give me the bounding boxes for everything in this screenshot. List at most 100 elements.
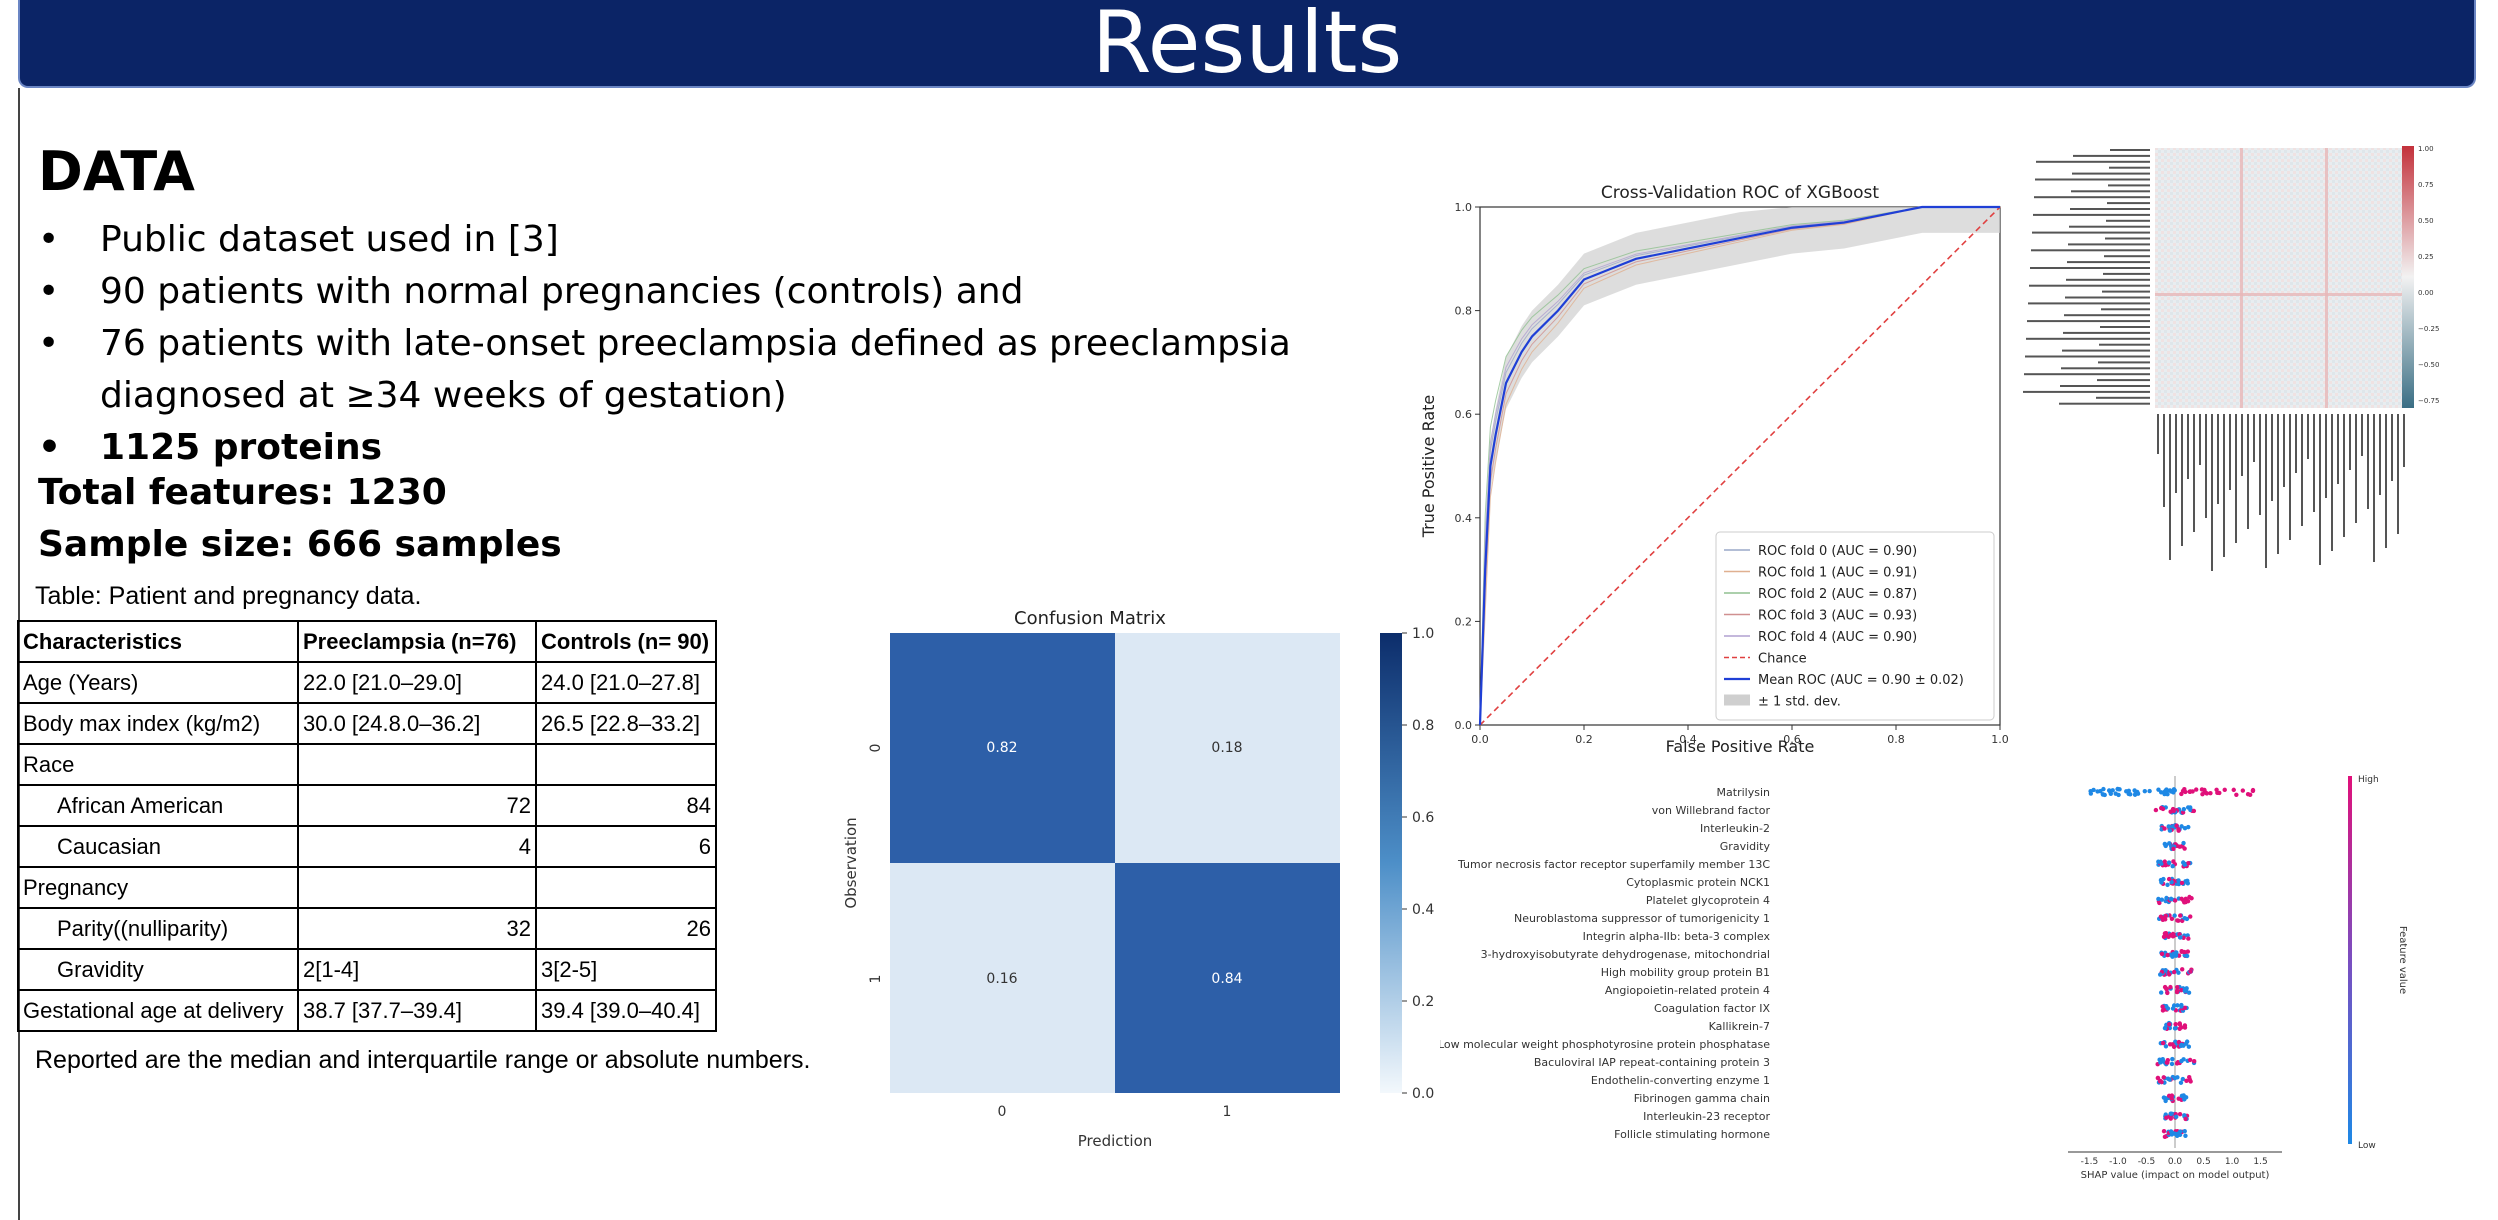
roc-legend-swatch <box>1724 694 1750 706</box>
shap-feature-label: Platelet glycoprotein 4 <box>1646 894 1770 907</box>
shap-point <box>2169 1132 2175 1137</box>
shap-point <box>2183 1041 2189 1046</box>
heatmap-row-label <box>2059 402 2150 405</box>
table-row: Gravidity 2[1-4] 3[2-5] <box>17 948 717 991</box>
heatmap-row-label <box>2073 154 2150 157</box>
shap-point <box>2182 1113 2187 1118</box>
shap-feature-label: Cytoplasmic protein NCK1 <box>1626 876 1770 889</box>
heatmap-column-label <box>2181 414 2183 546</box>
shap-point <box>2156 787 2161 792</box>
heatmap-colorbar-tick: 0.75 <box>2418 181 2434 189</box>
cm-value: 0.82 <box>986 740 1017 756</box>
shap-point <box>2185 805 2191 810</box>
cm-xtick: 0 <box>998 1104 1007 1120</box>
shap-xtick: 0.5 <box>2196 1157 2210 1167</box>
heatmap-colorbar-tick: −0.50 <box>2418 361 2439 369</box>
shap-point <box>2162 1134 2168 1140</box>
heatmap-row-label <box>2030 267 2150 269</box>
shap-point <box>2126 791 2131 797</box>
shap-point <box>2113 791 2118 796</box>
shap-feature-label: Interleukin-23 receptor <box>1643 1110 1770 1123</box>
bullet-marker: • <box>38 219 60 260</box>
bullet-text: 90 patients with normal pregnancies (con… <box>100 271 1024 312</box>
table-cell <box>297 743 537 786</box>
shap-point <box>2098 788 2103 794</box>
shap-point <box>2194 787 2199 792</box>
shap-point <box>2179 1004 2184 1009</box>
table-cell: Pregnancy <box>17 866 299 909</box>
shap-point <box>2174 823 2179 828</box>
roc-xtick: 0.4 <box>1679 733 1697 746</box>
shap-point <box>2175 918 2180 923</box>
shap-point <box>2179 824 2184 829</box>
heatmap-row-label <box>2063 331 2150 334</box>
heatmap-row-label <box>2025 355 2150 358</box>
shap-point <box>2142 788 2148 794</box>
shap-point <box>2159 897 2165 902</box>
heatmap-column-label <box>2343 414 2345 537</box>
shap-point <box>2182 949 2187 955</box>
roc-legend-items: ROC fold 0 (AUC = 0.90) ROC fold 1 (AUC =… <box>1724 544 1964 710</box>
shap-point <box>2161 1128 2167 1134</box>
table-row: African American 72 84 <box>17 784 717 827</box>
shap-point <box>2108 791 2114 796</box>
table-cell: 6 <box>535 825 717 868</box>
heatmap-column-label <box>2397 414 2399 534</box>
shap-point <box>2166 876 2172 882</box>
heatmap-column-label <box>2265 414 2267 568</box>
shap-point <box>2175 988 2180 994</box>
table-row: Pregnancy <box>17 866 717 909</box>
table-cell <box>535 743 717 786</box>
shap-feature-label: Tumor necrosis factor receptor superfami… <box>1457 858 1770 871</box>
shap-point <box>2189 896 2194 901</box>
shap-point <box>2159 861 2164 866</box>
shap-point <box>2185 949 2191 954</box>
shap-point <box>2169 789 2174 794</box>
shap-point <box>2186 936 2191 941</box>
table-cell: Age (Years) <box>17 661 299 704</box>
shap-feature-label: von Willebrand factor <box>1652 804 1771 817</box>
shap-point <box>2160 1008 2166 1013</box>
shap-point <box>2180 810 2186 815</box>
cm-value: 0.16 <box>986 971 1017 987</box>
cm-value: 0.18 <box>1211 740 1242 756</box>
shap-point <box>2187 1077 2193 1082</box>
shap-point <box>2215 790 2220 796</box>
roc-ylabel: True Positive Rate <box>1420 395 1438 539</box>
table-footnote: Reported are the median and interquartil… <box>35 1046 811 1074</box>
shap-point <box>2170 1042 2175 1047</box>
shap-point <box>2178 1080 2184 1085</box>
shap-point <box>2171 808 2176 814</box>
heatmap-column-label <box>2403 414 2405 467</box>
shap-point <box>2174 1114 2179 1120</box>
roc-mean-line <box>1478 205 2000 726</box>
shap-point <box>2157 972 2163 977</box>
shap-point <box>2179 880 2185 886</box>
shap-point <box>2172 913 2177 918</box>
patient-table: Characteristics Preeclampsia (n=76) Cont… <box>17 620 717 1032</box>
shap-point <box>2167 1077 2172 1082</box>
shap-point <box>2175 984 2180 990</box>
table-cell: 39.4 [39.0–40.4] <box>535 989 717 1032</box>
shap-point <box>2159 880 2164 885</box>
shap-point <box>2167 828 2173 833</box>
bullet-marker: • <box>38 271 60 312</box>
roc-legend <box>1715 531 1995 721</box>
heatmap-column-label <box>2175 414 2177 493</box>
shap-point <box>2175 1003 2180 1008</box>
shap-point <box>2181 807 2187 812</box>
shap-xtick: 1.5 <box>2253 1157 2267 1167</box>
shap-point <box>2182 862 2187 867</box>
roc-xtick: 0.0 <box>1471 733 1489 746</box>
bullet-list: • Public dataset used in [3] • 90 patients… <box>38 214 1298 474</box>
shap-point <box>2208 790 2213 796</box>
cm-cell-0-0 <box>890 633 1115 863</box>
shap-point <box>2169 916 2175 921</box>
shap-point <box>2169 1096 2174 1101</box>
shap-feature-label: Neuroblastoma suppressor of tumorigenici… <box>1514 912 1770 925</box>
shap-point <box>2171 846 2176 851</box>
heatmap-column-label <box>2373 414 2375 562</box>
shap-point <box>2155 1075 2161 1081</box>
cm-colorbar <box>1380 633 1402 1093</box>
heatmap-row-label <box>2023 390 2150 393</box>
